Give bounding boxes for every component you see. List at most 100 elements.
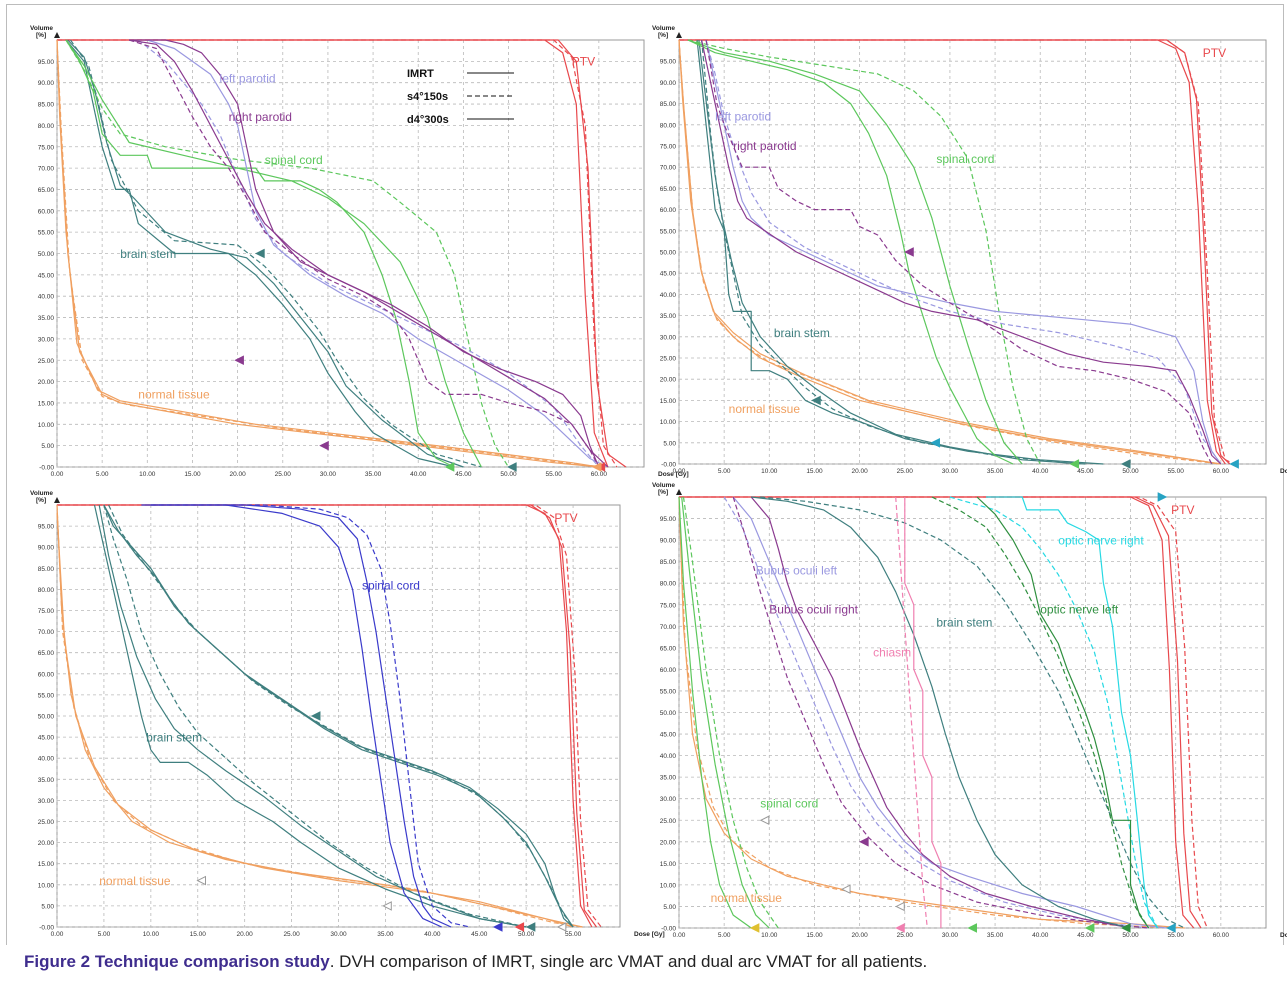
structure-label: spinal cord [936, 152, 994, 166]
dvh-marker [255, 248, 265, 259]
x-axis-title: Dose [Gy] [658, 471, 689, 478]
y-tick-label: 10.00 [38, 422, 55, 429]
y-tick-label: 60.00 [660, 667, 677, 674]
dvh-line [129, 39, 600, 468]
y-tick-label: 45.00 [660, 271, 677, 278]
y-tick-label: 85.00 [38, 102, 55, 109]
structure-label: PTV [1203, 46, 1226, 60]
dvh-marker [895, 923, 905, 933]
dvh-line [682, 496, 779, 929]
dvh-line [56, 39, 599, 468]
x-tick-label: 35.00 [377, 931, 394, 938]
dvh-line [56, 513, 583, 928]
dvh-line [751, 496, 1131, 929]
dvh-marker [444, 462, 455, 472]
y-tick-label: 65.00 [38, 650, 55, 657]
dvh-line [732, 496, 1149, 929]
y-tick-label: 30.00 [38, 336, 55, 343]
dvh-line [679, 39, 1226, 465]
x-tick-label: 5.00 [718, 468, 731, 475]
y-tick-label: 70.00 [38, 629, 55, 636]
x-tick-label: 40.00 [424, 931, 441, 938]
dvh-line [750, 496, 1131, 929]
structure-label: spinal cord [265, 153, 323, 167]
x-tick-label: 55.00 [546, 471, 563, 478]
figure-caption: Figure 2 Technique comparison study. DVH… [24, 952, 1264, 972]
dvh-line [57, 504, 593, 928]
y-axis-unit: [%] [658, 489, 668, 496]
dvh-line [687, 39, 1041, 465]
dvh-line [141, 504, 442, 928]
dvh-marker [1084, 923, 1095, 933]
legend: IMRT s4°150s d4°300s [407, 68, 514, 126]
x-tick-label: 10.00 [139, 471, 156, 478]
dvh-marker [895, 901, 905, 912]
y-tick-label: 55.00 [660, 688, 677, 695]
y-tick-label: 40.00 [38, 294, 55, 301]
x-tick-label: 20.00 [237, 931, 254, 938]
y-tick-label: 10.00 [38, 882, 55, 889]
y-tick-label: 45.00 [38, 735, 55, 742]
y-tick-label: 85.00 [660, 559, 677, 566]
x-tick-label: 15.00 [184, 471, 201, 478]
dvh-panel-bottom-left: 0.00 5.00 10.00 15.00 20.00 25.00 30.00 35.00 40… [30, 490, 665, 938]
y-tick-label: 55.00 [660, 228, 677, 235]
dvh-line [949, 496, 1159, 929]
dvh-marker [492, 922, 503, 932]
dvh-line [129, 39, 609, 468]
x-tick-label: 35.00 [365, 471, 382, 478]
y-tick-label: 70.00 [660, 624, 677, 631]
y-tick-label: 90.00 [660, 80, 677, 87]
dvh-line [678, 496, 752, 929]
x-tick-label: 30.00 [942, 468, 959, 475]
y-tick-label: 85.00 [660, 101, 677, 108]
y-tick-label: 90.00 [660, 538, 677, 545]
dvh-line [732, 496, 1167, 929]
dvh-line [98, 504, 527, 928]
dvh-line [931, 496, 1150, 929]
caption-label: Figure 2 Technique comparison study [24, 952, 330, 971]
dvh-line [57, 504, 602, 928]
y-tick-label: 20.00 [660, 377, 677, 384]
x-tick-label: 55.00 [565, 931, 582, 938]
y-tick-label: 20.00 [38, 840, 55, 847]
structure-label: Bubus oculi right [769, 602, 858, 616]
x-tick-label: 55.00 [1168, 932, 1185, 939]
y-axis-title: Volume [652, 25, 675, 32]
dvh-marker [811, 395, 821, 406]
structure-label: right parotid [733, 139, 796, 153]
dvh-line [895, 496, 928, 929]
y-tick-label: 95.00 [38, 59, 55, 66]
y-tick-label: 95.00 [660, 516, 677, 523]
y-tick-label: 35.00 [38, 777, 55, 784]
dvh-line [56, 39, 608, 468]
structure-label: optic nerve right [1058, 533, 1144, 547]
x-tick-label: 25.00 [897, 932, 914, 939]
dvh-marker [930, 437, 940, 448]
x-tick-label: 60.00 [591, 471, 608, 478]
dvh-marker [840, 884, 851, 895]
caption-text: . DVH comparison of IMRT, single arc VMA… [329, 952, 928, 971]
y-axis-unit: [%] [36, 32, 46, 39]
dvh-marker [859, 836, 869, 847]
x-tick-label: 0.00 [673, 468, 686, 475]
structure-label: PTV [1171, 503, 1194, 517]
dvh-line [705, 39, 1222, 465]
y-axis-title: Volume [30, 25, 53, 32]
y-tick-label: 85.00 [38, 566, 55, 573]
y-axis-unit: [%] [658, 32, 668, 39]
dvh-line [103, 504, 527, 928]
x-tick-label: 40.00 [1032, 932, 1049, 939]
y-tick-label: 30.00 [660, 796, 677, 803]
y-tick-label: 10.00 [660, 419, 677, 426]
structure-label: PTV [572, 55, 595, 69]
dvh-line [56, 504, 574, 928]
y-axis-arrow-icon [676, 32, 682, 38]
y-axis-arrow-icon [676, 489, 682, 495]
dvh-marker [525, 922, 536, 932]
dvh-line [723, 496, 1149, 929]
y-tick-label: 25.00 [660, 356, 677, 363]
dvh-line [976, 496, 1150, 929]
structure-label: chiasm [873, 645, 911, 659]
x-tick-label: 40.00 [410, 471, 427, 478]
